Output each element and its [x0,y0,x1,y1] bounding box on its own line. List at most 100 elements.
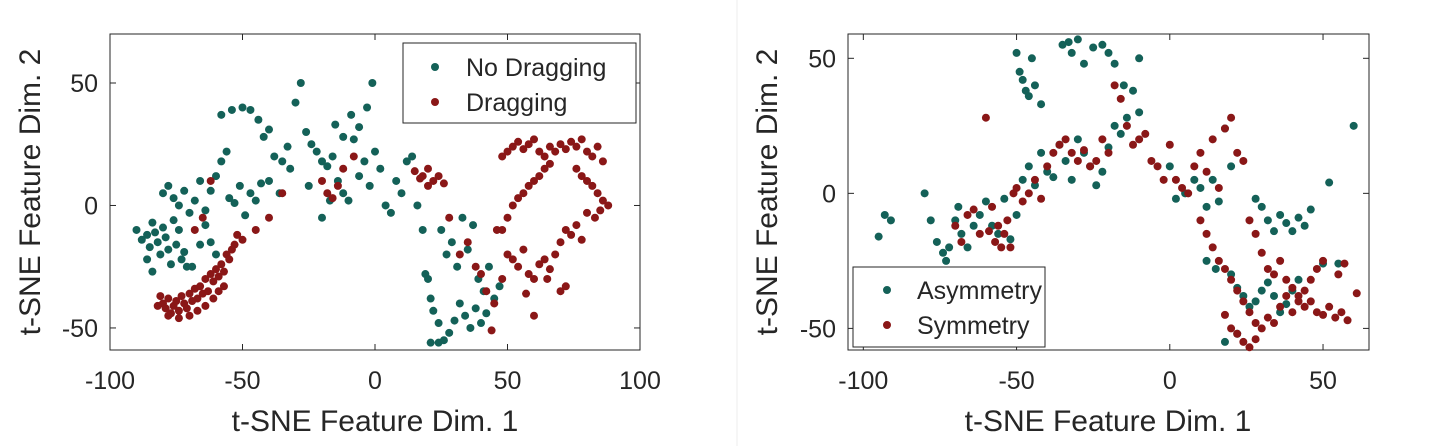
left-point-dragging [233,230,242,239]
right-point-asymmetry [1306,205,1315,214]
right-point-asymmetry [1012,210,1021,219]
right-legend-label-symmetry: Symmetry [917,312,1030,340]
left-point-no-dragging [148,218,157,227]
left-point-no-dragging [328,152,337,161]
left-point-no-dragging [392,176,401,185]
right-point-symmetry [1306,297,1315,306]
left-point-no-dragging [246,105,255,114]
right-point-symmetry [994,221,1003,230]
left-point-dragging [572,164,581,173]
left-point-dragging [519,145,528,154]
right-point-symmetry [1073,156,1082,165]
right-legend-label-asymmetry: Asymmetry [917,277,1043,305]
left-point-no-dragging [185,208,194,217]
left-point-no-dragging [331,120,340,129]
right-point-asymmetry [1135,108,1144,117]
left-point-no-dragging [355,172,364,181]
right-point-asymmetry [1202,256,1211,265]
left-point-no-dragging [206,238,215,247]
right-point-symmetry [1030,175,1039,184]
left-point-dragging [219,267,228,276]
right-point-symmetry [1003,216,1012,225]
left-point-dragging [185,289,194,298]
right-point-symmetry [1190,162,1199,171]
left-point-no-dragging [418,225,427,234]
left-point-no-dragging [455,299,464,308]
left-point-dragging [583,208,591,217]
left-point-dragging [556,287,565,296]
left-point-dragging [577,172,586,181]
left-point-no-dragging [360,157,369,166]
right-point-symmetry [1220,264,1229,273]
left-point-no-dragging [344,196,353,205]
right-point-symmetry [1300,286,1309,295]
left-point-no-dragging [349,135,358,144]
left-point-dragging [278,189,287,198]
right-point-asymmetry [1282,300,1291,309]
right-point-symmetry [1043,162,1052,171]
right-point-asymmetry [1190,175,1199,184]
left-point-no-dragging [386,208,395,217]
left-point-dragging [535,260,544,269]
left-point-no-dragging [164,245,173,254]
left-point-dragging [265,213,273,222]
left-point-no-dragging [302,127,311,136]
left-point-no-dragging [426,294,435,303]
right-point-symmetry [981,113,990,122]
right-point-symmetry [1294,297,1303,306]
right-point-symmetry [1276,256,1285,265]
left-point-dragging [349,152,358,161]
right-point-symmetry [1312,308,1321,317]
left-point-dragging [217,260,226,269]
left-legend-label-dragging: Dragging [466,89,567,117]
left-point-no-dragging [381,201,390,210]
right-points [874,35,1361,352]
left-scatter-plot: -100 -50 0 50 100 -50 0 50 t-SNE Feature Dim. 1… [14,33,661,438]
left-point-dragging [604,201,613,210]
left-point-no-dragging [225,194,234,203]
left-point-dragging [445,213,454,222]
left-point-no-dragging [153,238,162,247]
right-point-asymmetry [1024,162,1033,171]
right-point-symmetry [1282,291,1291,300]
right-point-symmetry [1147,156,1156,165]
left-point-dragging [333,181,342,190]
right-y-tick-label: 0 [822,180,836,208]
left-point-no-dragging [355,123,364,132]
left-point-dragging [561,282,570,291]
right-point-symmetry [1055,140,1064,149]
left-point-no-dragging [148,267,157,276]
left-point-dragging [161,304,170,313]
right-point-asymmetry [1251,297,1260,306]
right-legend-marker-symmetry [883,321,891,329]
left-point-dragging [487,326,496,335]
left-point-dragging [590,213,599,222]
left-point-dragging [545,159,554,168]
right-x-tick-label: -100 [838,367,888,395]
left-point-dragging [551,250,560,259]
left-point-dragging [498,152,507,161]
right-y-axis-label: t-SNE Feature Dim. 2 [751,49,784,336]
left-point-dragging [190,225,199,234]
right-point-asymmetry [1325,178,1334,187]
left-point-no-dragging [424,274,432,283]
left-point-no-dragging [201,221,210,230]
left-point-dragging [410,167,419,176]
right-point-symmetry [1233,148,1242,157]
left-x-tick-label: 100 [619,367,661,395]
right-point-symmetry [988,202,997,211]
right-point-symmetry [957,237,966,246]
left-y-tick-label: -50 [62,315,98,343]
left-point-no-dragging [408,152,417,161]
right-point-asymmetry [1294,213,1303,222]
right-point-asymmetry [1263,278,1272,287]
right-point-symmetry [1214,183,1223,192]
left-point-dragging [503,213,512,222]
right-point-symmetry [1257,324,1266,333]
right-point-symmetry [1009,189,1018,198]
left-point-dragging [182,304,191,313]
left-point-no-dragging [166,260,175,269]
left-point-dragging [556,238,565,247]
left-point-no-dragging [318,157,326,166]
right-point-symmetry [1135,135,1144,144]
